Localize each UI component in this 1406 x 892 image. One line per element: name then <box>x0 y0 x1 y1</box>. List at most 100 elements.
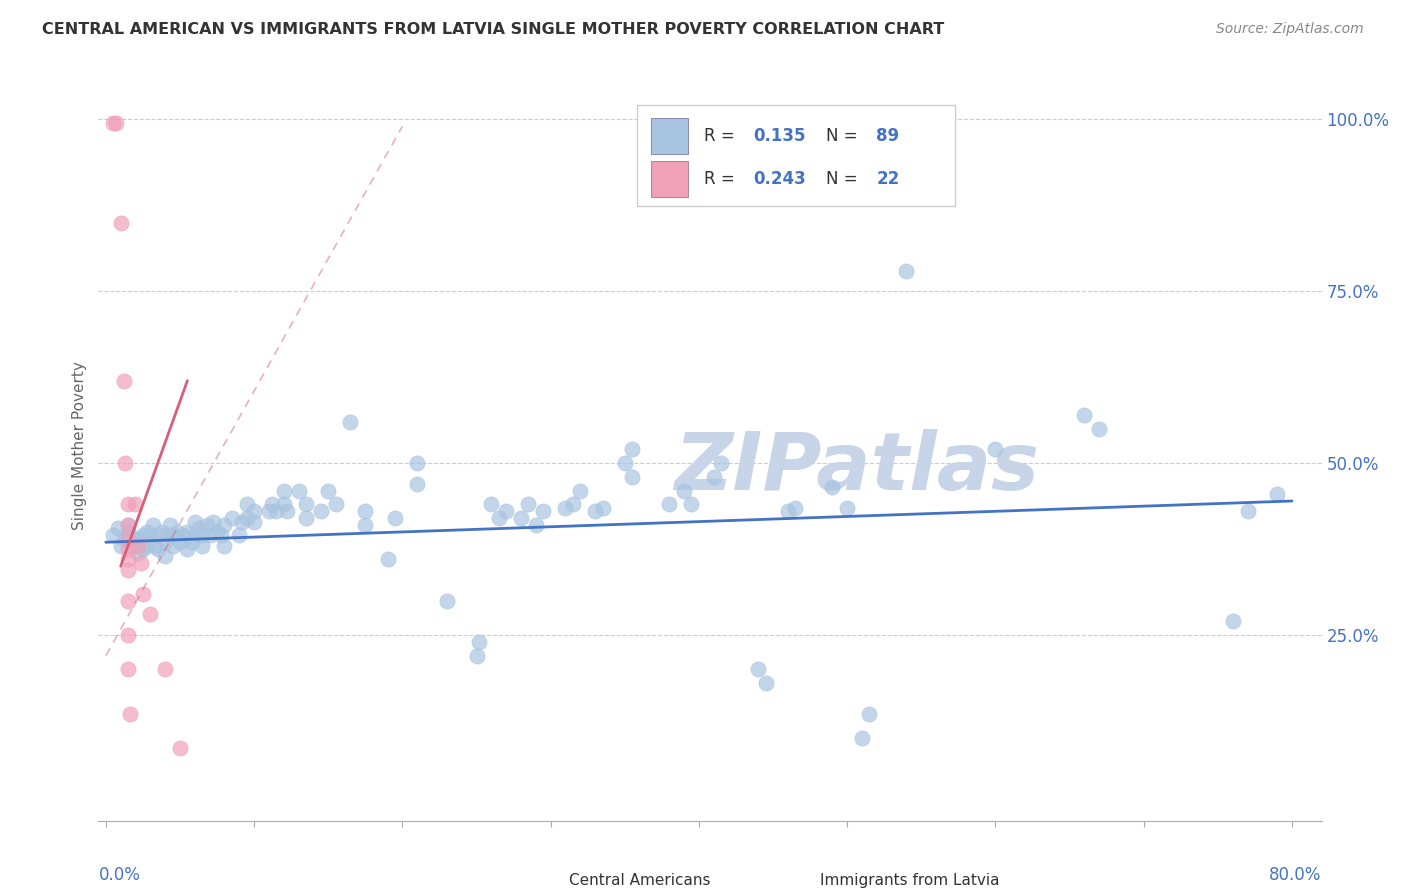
Point <box>127 545 149 559</box>
Point <box>132 587 155 601</box>
Point <box>1236 504 1258 518</box>
Point <box>214 518 236 533</box>
Point <box>132 528 155 542</box>
FancyBboxPatch shape <box>651 118 688 153</box>
Point <box>436 593 458 607</box>
Point <box>583 504 606 518</box>
Point <box>221 511 243 525</box>
Point <box>205 524 228 539</box>
Point <box>517 498 540 512</box>
Point <box>121 539 143 553</box>
Point <box>896 263 918 277</box>
Point <box>110 216 132 230</box>
Y-axis label: Single Mother Poverty: Single Mother Poverty <box>72 361 87 531</box>
Text: N =: N = <box>827 170 863 188</box>
Point <box>273 498 295 512</box>
Point <box>127 539 149 553</box>
Point <box>488 511 510 525</box>
Point <box>117 518 139 533</box>
Point <box>112 374 135 388</box>
Point <box>1088 422 1111 436</box>
Text: 0.243: 0.243 <box>752 170 806 188</box>
Point <box>235 498 257 512</box>
Point <box>124 498 146 512</box>
Point <box>785 500 807 515</box>
Point <box>198 528 221 542</box>
Point <box>231 515 253 529</box>
Point <box>162 528 184 542</box>
Point <box>510 511 533 525</box>
Point <box>354 518 377 533</box>
Point <box>339 415 361 429</box>
Point <box>153 549 176 563</box>
Point <box>142 518 165 533</box>
Point <box>191 528 214 542</box>
Point <box>531 504 554 518</box>
Point <box>295 498 318 512</box>
Point <box>131 556 153 570</box>
Point <box>124 532 146 546</box>
Point <box>201 515 224 529</box>
Text: N =: N = <box>827 127 863 145</box>
Point <box>621 442 644 457</box>
Text: 0.135: 0.135 <box>752 127 806 145</box>
Point <box>569 483 592 498</box>
Point <box>103 116 125 130</box>
Point <box>153 535 176 549</box>
Text: 0.0%: 0.0% <box>98 865 141 884</box>
Point <box>117 563 139 577</box>
Point <box>406 476 429 491</box>
Point <box>184 515 207 529</box>
FancyBboxPatch shape <box>526 870 561 892</box>
Point <box>287 483 309 498</box>
Point <box>188 521 211 535</box>
Point <box>195 518 218 533</box>
Point <box>858 707 880 722</box>
Point <box>172 528 194 542</box>
Point <box>103 528 125 542</box>
Text: ZIPatlas: ZIPatlas <box>675 429 1039 508</box>
Point <box>821 480 844 494</box>
Point <box>613 456 636 470</box>
Point <box>243 515 266 529</box>
Point <box>703 470 725 484</box>
Point <box>776 504 799 518</box>
Point <box>146 528 169 542</box>
Point <box>180 535 202 549</box>
Point <box>495 504 517 518</box>
Point <box>136 524 159 539</box>
Point <box>266 504 288 518</box>
Point <box>755 676 778 690</box>
Point <box>129 532 152 546</box>
Point <box>465 648 488 663</box>
Point <box>309 504 332 518</box>
Point <box>295 511 318 525</box>
Point <box>114 456 136 470</box>
Point <box>561 498 583 512</box>
Point <box>110 539 132 553</box>
Point <box>228 528 250 542</box>
Point <box>214 539 236 553</box>
Point <box>354 504 377 518</box>
Point <box>406 456 429 470</box>
Point <box>143 539 166 553</box>
Point <box>157 528 180 542</box>
Point <box>159 518 181 533</box>
Text: Central Americans: Central Americans <box>569 873 711 888</box>
Point <box>851 731 873 746</box>
Text: Immigrants from Latvia: Immigrants from Latvia <box>820 873 1000 888</box>
Point <box>112 532 135 546</box>
Text: Source: ZipAtlas.com: Source: ZipAtlas.com <box>1216 22 1364 37</box>
Point <box>117 532 139 546</box>
Point <box>169 535 191 549</box>
Point <box>117 498 139 512</box>
Point <box>139 607 162 622</box>
Point <box>747 662 769 676</box>
Point <box>837 500 859 515</box>
Point <box>1073 408 1095 422</box>
Point <box>117 628 139 642</box>
Point <box>377 552 399 566</box>
Point <box>184 528 207 542</box>
Point <box>710 456 733 470</box>
Point <box>658 498 681 512</box>
